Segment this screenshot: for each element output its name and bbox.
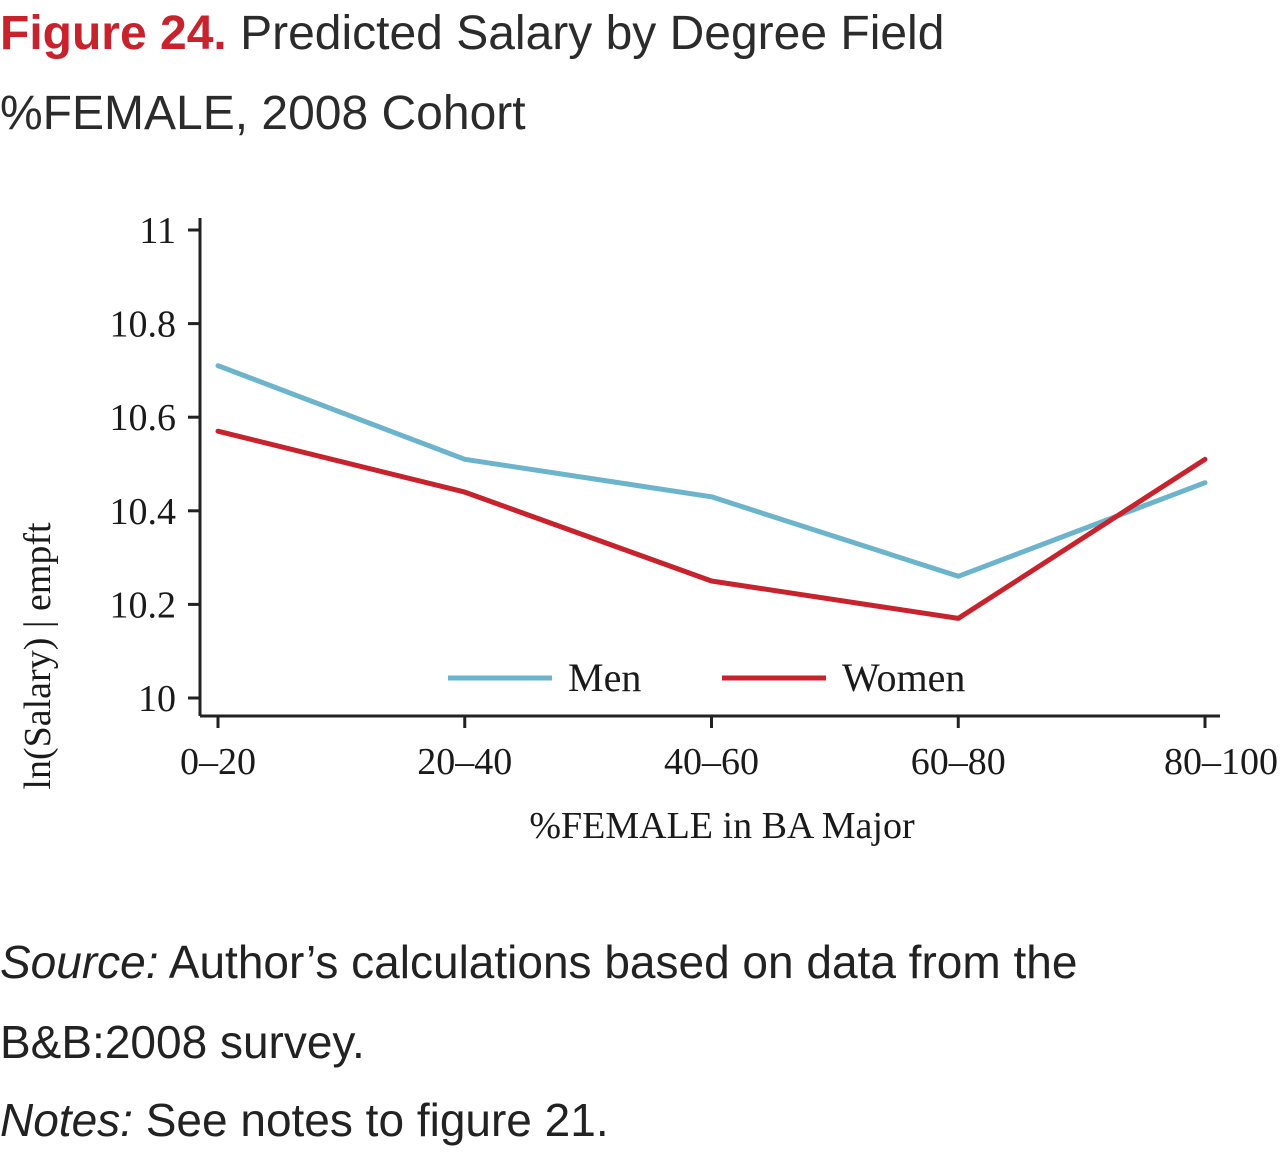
y-tick-label: 11 (139, 210, 176, 252)
y-tick-label: 10 (138, 678, 176, 720)
y-tick-label: 10.2 (110, 584, 177, 626)
y-tick-label: 10.8 (110, 304, 177, 346)
figure-title-text: Predicted Salary by Degree Field (226, 7, 945, 60)
x-tick-label: 0–20 (180, 741, 256, 783)
x-tick-label: 40–60 (664, 741, 759, 783)
x-tick-label: 60–80 (911, 741, 1006, 783)
y-axis: 10 10.2 10.4 10.6 10.8 11 (110, 210, 202, 720)
series-line-women (215, 428, 1208, 621)
legend-label-women: Women (842, 655, 965, 700)
x-tick-label: 20–40 (417, 741, 512, 783)
y-axis-label: ln(Salary) | empft (17, 522, 59, 790)
series-line-men (215, 363, 1208, 579)
legend-label-men: Men (568, 655, 641, 700)
y-tick-label: 10.6 (110, 397, 177, 439)
notes-caption: Notes: See notes to figure 21. (0, 1080, 1280, 1160)
figure-subtitle: %FEMALE, 2008 Cohort (0, 87, 526, 140)
legend: Men Women (448, 655, 965, 700)
source-caption: Source: Author’s calculations based on d… (0, 922, 1280, 1082)
x-axis-label: %FEMALE in BA Major (529, 805, 915, 847)
y-tick-label: 10.4 (110, 491, 177, 533)
x-tick-label: 80–100 (1164, 741, 1278, 783)
source-text: Author’s calculations based on data from… (0, 936, 1078, 1068)
source-label: Source: (0, 936, 159, 988)
figure-title: Figure 24. Predicted Salary by Degree Fi… (0, 0, 1280, 154)
notes-label: Notes: (0, 1094, 133, 1146)
figure-label: Figure 24. (0, 7, 227, 60)
notes-text: See notes to figure 21. (132, 1094, 609, 1146)
series-layer (215, 363, 1208, 621)
line-chart: 10 10.2 10.4 10.6 10.8 11 0–20 20–40 40–60 60–80… (17, 210, 1278, 847)
x-axis: 0–20 20–40 40–60 60–80 80–100 (180, 714, 1278, 783)
